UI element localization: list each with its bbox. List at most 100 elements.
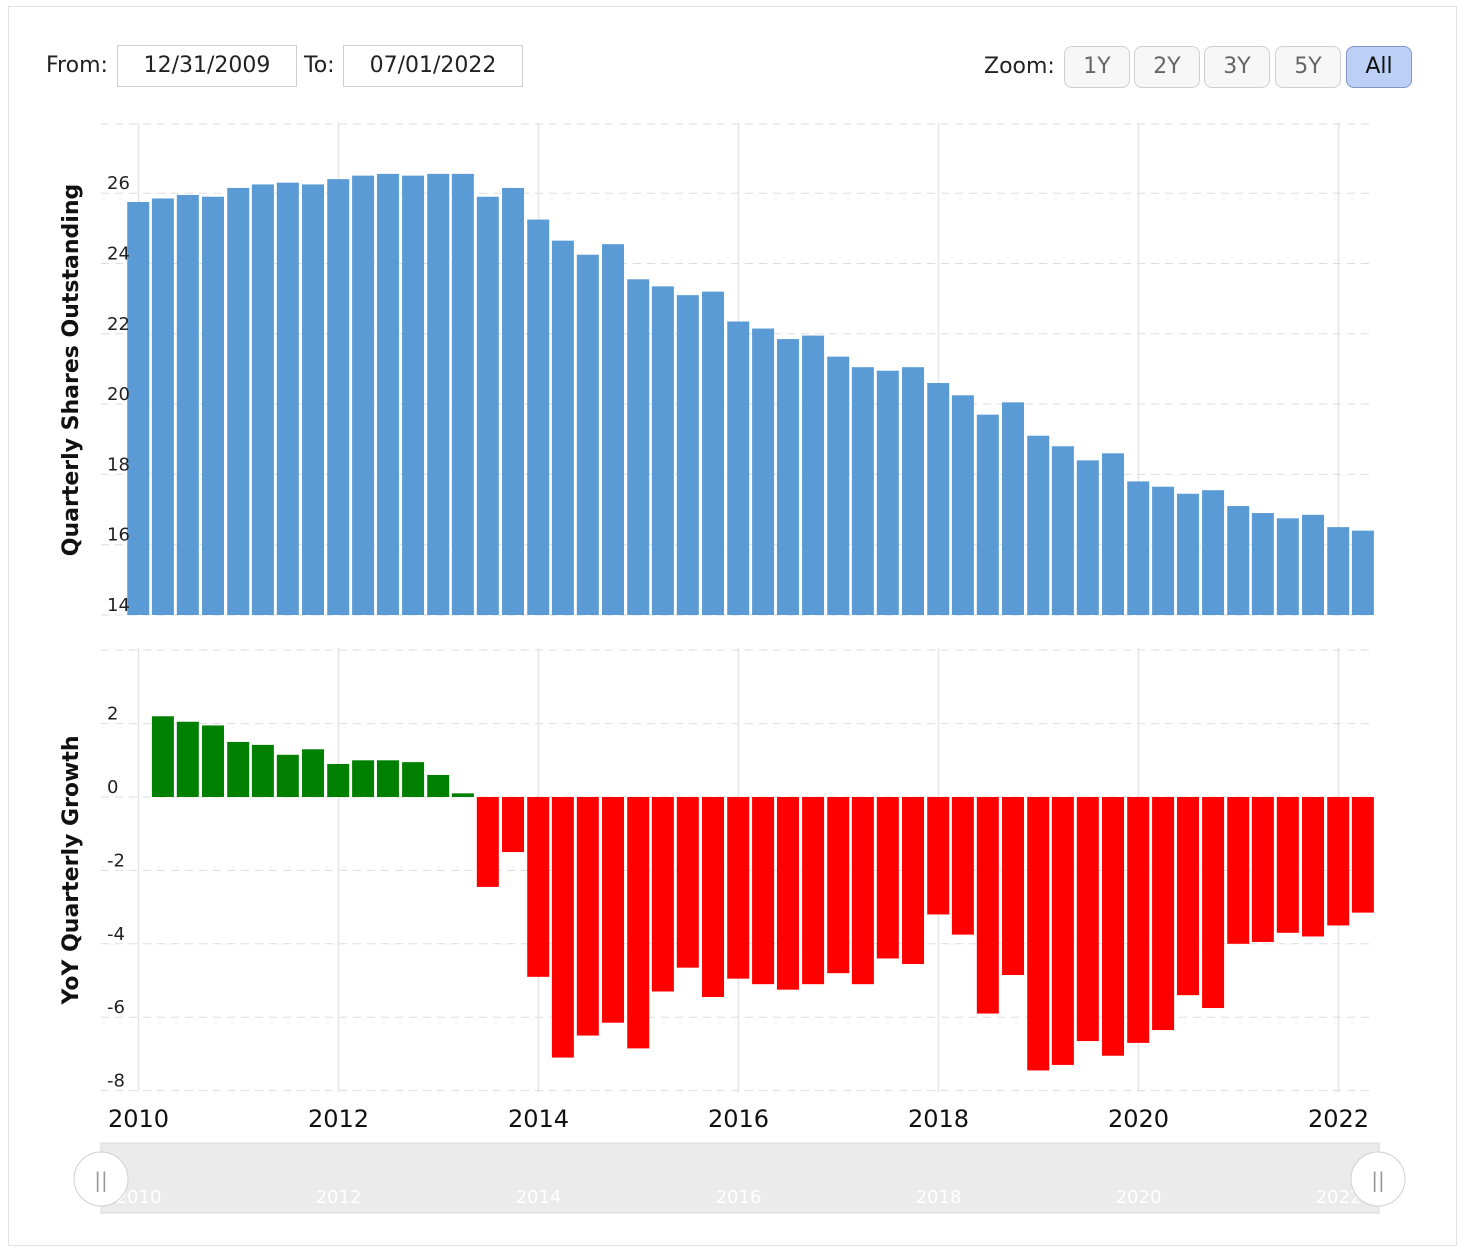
- shares-bar[interactable]: [1276, 518, 1299, 615]
- shares-bar[interactable]: [1127, 481, 1150, 615]
- shares-bar[interactable]: [1302, 514, 1325, 615]
- growth-bar-negative[interactable]: [1251, 797, 1274, 942]
- growth-bar-negative[interactable]: [551, 797, 574, 1058]
- shares-bar[interactable]: [627, 279, 650, 615]
- shares-bar[interactable]: [676, 295, 699, 615]
- zoom-all-button[interactable]: All: [1346, 46, 1412, 88]
- growth-bar-negative[interactable]: [951, 797, 974, 935]
- growth-bar-negative[interactable]: [1127, 797, 1150, 1043]
- shares-bar[interactable]: [951, 395, 974, 615]
- growth-bar-negative[interactable]: [676, 797, 699, 968]
- growth-bar-negative[interactable]: [1327, 797, 1350, 926]
- shares-bar[interactable]: [251, 184, 274, 615]
- shares-bar[interactable]: [151, 198, 174, 615]
- shares-bar[interactable]: [1176, 493, 1199, 615]
- growth-bar-negative[interactable]: [576, 797, 599, 1036]
- zoom-3y-button[interactable]: 3Y: [1204, 46, 1270, 88]
- shares-bar[interactable]: [227, 187, 250, 616]
- shares-bar[interactable]: [876, 370, 899, 615]
- growth-bar-negative[interactable]: [1351, 797, 1374, 913]
- zoom-2y-button[interactable]: 2Y: [1134, 46, 1200, 88]
- shares-bar[interactable]: [1076, 460, 1099, 615]
- shares-bar[interactable]: [427, 173, 450, 615]
- growth-bar-negative[interactable]: [1202, 797, 1225, 1009]
- shares-bar[interactable]: [727, 321, 750, 615]
- growth-bar-negative[interactable]: [752, 797, 775, 985]
- shares-bar[interactable]: [1102, 453, 1125, 615]
- growth-bar-negative[interactable]: [1276, 797, 1299, 933]
- growth-bar-positive[interactable]: [402, 762, 425, 797]
- shares-bar[interactable]: [402, 175, 425, 615]
- growth-bar-positive[interactable]: [227, 741, 250, 797]
- growth-bar-negative[interactable]: [476, 797, 499, 887]
- growth-bar-positive[interactable]: [151, 716, 174, 797]
- growth-bar-positive[interactable]: [427, 774, 450, 797]
- shares-bar[interactable]: [976, 414, 999, 615]
- shares-bar[interactable]: [651, 286, 674, 615]
- shares-bar[interactable]: [276, 182, 299, 615]
- growth-bar-positive[interactable]: [352, 760, 375, 797]
- zoom-5y-button[interactable]: 5Y: [1275, 46, 1341, 88]
- growth-bar-negative[interactable]: [1176, 797, 1199, 996]
- shares-bar[interactable]: [527, 219, 550, 615]
- shares-bar[interactable]: [851, 367, 874, 615]
- growth-bar-negative[interactable]: [851, 797, 874, 985]
- shares-bar[interactable]: [1251, 513, 1274, 615]
- growth-bar-negative[interactable]: [502, 797, 525, 853]
- shares-bar[interactable]: [327, 179, 350, 615]
- shares-bar[interactable]: [551, 240, 574, 615]
- growth-bar-positive[interactable]: [251, 744, 274, 797]
- growth-bar-negative[interactable]: [1102, 797, 1125, 1056]
- growth-bar-positive[interactable]: [451, 793, 474, 797]
- shares-bar[interactable]: [127, 201, 150, 616]
- shares-bar[interactable]: [476, 196, 499, 615]
- shares-bar[interactable]: [702, 291, 725, 615]
- growth-bar-negative[interactable]: [1076, 797, 1099, 1042]
- shares-bar[interactable]: [352, 175, 375, 615]
- navigator-track[interactable]: [100, 1142, 1380, 1214]
- shares-bar[interactable]: [1152, 486, 1175, 615]
- navigator-left-handle[interactable]: ||: [73, 1151, 129, 1207]
- growth-bar-negative[interactable]: [602, 797, 625, 1023]
- growth-bar-positive[interactable]: [302, 749, 325, 797]
- growth-bar-negative[interactable]: [876, 797, 899, 959]
- growth-bar-positive[interactable]: [202, 725, 225, 797]
- growth-bar-negative[interactable]: [927, 797, 950, 915]
- growth-bar-negative[interactable]: [802, 797, 825, 985]
- shares-bar[interactable]: [376, 173, 399, 615]
- shares-bar[interactable]: [927, 383, 950, 615]
- shares-bar[interactable]: [202, 196, 225, 615]
- navigator-right-handle[interactable]: ||: [1350, 1151, 1406, 1207]
- shares-bar[interactable]: [1327, 527, 1350, 615]
- growth-bar-negative[interactable]: [1051, 797, 1074, 1065]
- shares-bar[interactable]: [1027, 435, 1050, 615]
- growth-bar-negative[interactable]: [976, 797, 999, 1014]
- growth-bar-negative[interactable]: [1227, 797, 1250, 944]
- zoom-1y-button[interactable]: 1Y: [1064, 46, 1130, 88]
- growth-bar-negative[interactable]: [727, 797, 750, 979]
- growth-bar-positive[interactable]: [276, 754, 299, 797]
- growth-bar-negative[interactable]: [702, 797, 725, 998]
- growth-bar-negative[interactable]: [1027, 797, 1050, 1071]
- shares-bar[interactable]: [752, 328, 775, 615]
- from-date-input[interactable]: 12/31/2009: [117, 45, 297, 87]
- growth-bar-negative[interactable]: [827, 797, 850, 974]
- shares-bar[interactable]: [451, 173, 474, 615]
- growth-bar-negative[interactable]: [651, 797, 674, 992]
- shares-bar[interactable]: [1002, 402, 1025, 615]
- shares-bar[interactable]: [1227, 506, 1250, 615]
- growth-bar-negative[interactable]: [627, 797, 650, 1049]
- growth-bar-positive[interactable]: [376, 760, 399, 797]
- growth-bar-negative[interactable]: [1002, 797, 1025, 975]
- to-date-input[interactable]: 07/01/2022: [343, 45, 523, 87]
- shares-bar[interactable]: [1202, 490, 1225, 615]
- growth-bar-positive[interactable]: [176, 721, 199, 797]
- growth-bar-negative[interactable]: [1302, 797, 1325, 937]
- shares-bar[interactable]: [1351, 530, 1374, 615]
- shares-bar[interactable]: [576, 254, 599, 615]
- shares-bar[interactable]: [1051, 446, 1074, 615]
- shares-bar[interactable]: [302, 184, 325, 615]
- shares-bar[interactable]: [602, 244, 625, 616]
- growth-bar-negative[interactable]: [776, 797, 799, 990]
- growth-bar-negative[interactable]: [527, 797, 550, 977]
